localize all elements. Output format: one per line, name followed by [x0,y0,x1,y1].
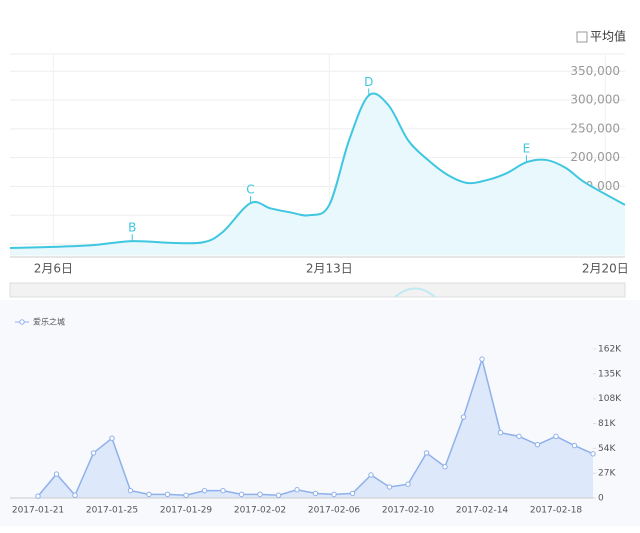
navigator [9,282,626,298]
x-tick-label: 2017-02-10 [382,506,435,516]
point [312,490,319,497]
point [257,491,263,498]
point [53,471,60,477]
point [553,433,559,440]
legend-label: 爱乐之城 [33,317,65,327]
y-tick-label: 300,000 [570,93,620,107]
point [571,442,578,449]
point [460,414,467,420]
annotation: E [523,142,531,156]
point [386,484,393,490]
point [146,491,152,498]
point [294,487,300,493]
x-tick-label: 2017-01-25 [86,506,138,516]
point [127,487,134,494]
y-tick-label: 0 [598,494,604,504]
point [164,491,171,498]
point [220,487,226,494]
x-tick-label: 2017-02-02 [234,506,286,516]
point [479,356,485,362]
y-tick-label: 81K [598,419,616,429]
x-tick-label: 2017-02-06 [308,506,361,516]
y-tick-label: 200,000 [570,150,620,164]
point [349,490,356,497]
annotation: D [364,75,373,89]
point [238,491,245,498]
point [183,492,189,498]
x-tick-label: 2月20日 [582,262,629,276]
x-tick-label: 2月6日 [34,262,73,276]
point [516,433,522,440]
x-tick-label: 2月13日 [306,262,353,276]
x-tick-label: 2017-01-29 [160,506,213,516]
point [405,481,411,487]
y-tick-label: 250,000 [570,121,620,135]
line [9,92,626,250]
point [275,492,282,498]
y-tick-label: 27K [598,469,616,479]
area [38,359,593,498]
x-tick-label: 2017-01-21 [12,506,64,516]
point [90,450,97,456]
point [35,493,41,499]
annotation: B [128,221,136,235]
point [368,472,374,478]
y-tick-label: 54K [598,444,616,454]
x-tick-label: 2017-02-14 [456,506,509,516]
point [72,492,78,498]
area [10,93,625,256]
navigator-handle [394,287,436,298]
point [331,491,337,498]
checkbox-label[interactable]: 平均值 [590,29,626,44]
point [590,451,596,457]
point [201,487,208,494]
point [497,429,504,436]
y-tick-label: 162K [598,345,622,355]
annotation: C [246,183,254,197]
y-tick-label: 350,000 [570,64,620,78]
point [534,441,541,448]
x-tick-label: 2017-02-18 [530,506,583,516]
y-tick-label: 108K [598,394,622,404]
point [109,435,115,441]
point [442,464,448,470]
y-tick-label: 135K [598,369,622,379]
point [423,450,430,456]
legend-marker [19,319,25,325]
checkbox[interactable] [576,31,588,43]
